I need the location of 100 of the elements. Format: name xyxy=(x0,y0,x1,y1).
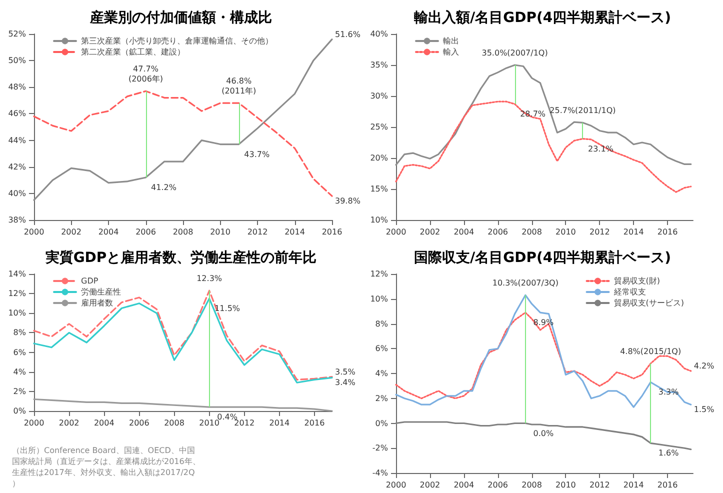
annotation: 43.7% xyxy=(244,150,270,159)
annotation: 1.5% xyxy=(694,405,715,414)
y-tick-label: 8% xyxy=(375,319,388,328)
y-tick-label: 2% xyxy=(375,394,388,403)
x-tick-label: 2008 xyxy=(522,228,542,236)
y-tick-label: -2% xyxy=(372,444,388,453)
x-tick-label: 2006 xyxy=(136,228,156,236)
y-tick-label: 12% xyxy=(8,289,26,298)
legend-label: 第二次産業（鉱工業、建設） xyxy=(81,48,185,56)
y-tick-label: 52% xyxy=(8,30,26,38)
line-series xyxy=(33,38,333,201)
x-tick-label: 2008 xyxy=(522,480,542,490)
y-tick-label: 0% xyxy=(13,406,26,416)
y-tick-label: 35% xyxy=(370,60,388,70)
x-tick-label: 2000 xyxy=(24,418,44,428)
y-tick-label: 10% xyxy=(370,216,388,224)
x-tick-label: 2006 xyxy=(488,480,508,490)
legend-label: 経常収支 xyxy=(612,288,646,296)
x-tick-label: 2016 xyxy=(322,228,342,236)
y-tick-label: 42% xyxy=(8,162,26,172)
legend-label: GDP xyxy=(81,276,98,286)
annotation: 0.0% xyxy=(533,428,554,438)
x-tick-label: 2014 xyxy=(284,228,305,236)
annotation: 1.6% xyxy=(658,448,680,458)
x-tick-label: 2012 xyxy=(589,228,610,236)
y-tick-label: 10% xyxy=(370,294,388,304)
y-tick-label: 2% xyxy=(13,386,26,396)
y-tick-label: 25% xyxy=(370,122,388,132)
legend-label: 輸入 xyxy=(443,48,459,56)
y-tick-label: 40% xyxy=(370,30,388,38)
legend-label: 貿易収支(財) xyxy=(614,276,660,286)
line-series xyxy=(395,312,692,400)
x-tick-label: 2004 xyxy=(454,480,474,490)
x-tick-label: 2002 xyxy=(420,480,440,490)
y-tick-label: 44% xyxy=(8,136,26,145)
x-tick-label: 2002 xyxy=(61,228,82,236)
x-tick-label: 2010 xyxy=(556,480,576,490)
y-tick-label: 40% xyxy=(8,188,26,198)
y-tick-label: 10% xyxy=(8,308,26,318)
annotation: 3.5% xyxy=(335,367,356,376)
annotation: 25.7%(2011/1Q) xyxy=(550,106,616,116)
x-tick-label: 2004 xyxy=(454,228,474,236)
line-series xyxy=(395,100,692,193)
y-tick-label: 30% xyxy=(370,92,388,100)
y-tick-label: 6% xyxy=(13,348,26,357)
y-tick-label: 0% xyxy=(375,418,388,428)
text: （出所）Conference Board、国連、OECD、中国国家統計局（直近データは、産業構成比が2016年、生産性は2017年、対外収支、輸出入額は2017/2Q） xyxy=(12,446,200,488)
y-tick-label: 6% xyxy=(375,344,388,354)
chart-title: 産業別の付加価値額・構成比 xyxy=(89,9,272,26)
line-series xyxy=(395,421,692,450)
annotation: 35.0%(2007/1Q) xyxy=(482,48,548,58)
y-tick-label: -4% xyxy=(372,468,388,478)
x-tick-label: 2010 xyxy=(556,228,576,236)
y-tick-label: 4% xyxy=(375,369,388,378)
x-tick-label: 2006 xyxy=(488,228,508,236)
x-tick-label: 2016 xyxy=(657,228,678,236)
y-tick-label: 38% xyxy=(8,216,26,224)
x-tick-label: 2004 xyxy=(98,228,119,236)
x-tick-label: 2008 xyxy=(164,418,184,428)
legend-label: 第三次産業（小売り卸売り、倉庫運輸通信、その他） xyxy=(81,36,273,46)
line-series xyxy=(395,294,692,408)
y-tick-label: 46% xyxy=(8,109,26,118)
y-tick-label: 48% xyxy=(8,82,26,92)
y-tick-label: 20% xyxy=(370,154,388,162)
x-tick-label: 2014 xyxy=(623,480,644,490)
x-tick-label: 2000 xyxy=(24,228,44,236)
legend-label: 雇用者数 xyxy=(81,298,113,308)
annotation: 12.3% xyxy=(196,274,222,284)
legend-label: 労働生産性 xyxy=(81,288,121,296)
x-tick-label: 2006 xyxy=(128,418,150,428)
x-tick-label: 2002 xyxy=(420,228,440,236)
x-tick-label: 2008 xyxy=(172,228,194,236)
annotation: 39.8% xyxy=(335,196,361,206)
annotation: 46.8% (2011年) xyxy=(222,76,256,96)
y-tick-label: 4% xyxy=(13,367,26,376)
x-tick-label: 2014 xyxy=(269,418,290,428)
x-tick-label: 2000 xyxy=(386,228,406,236)
chart-title: 実質GDPと雇用者数、労働生産性の前年比 xyxy=(45,249,317,266)
annotation: 41.2% xyxy=(151,182,177,192)
x-tick-label: 2004 xyxy=(94,418,114,428)
y-tick-label: 50% xyxy=(8,56,26,66)
annotation: 10.3%(2007/3Q) xyxy=(492,278,558,288)
x-tick-label: 2016 xyxy=(304,418,325,428)
x-tick-label: 2000 xyxy=(386,480,406,490)
x-tick-label: 2014 xyxy=(623,228,644,236)
annotation: 47.7% (2006年) xyxy=(128,64,164,84)
x-tick-label: 2012 xyxy=(247,228,268,236)
y-tick-label: 14% xyxy=(8,270,26,278)
x-tick-label: 2016 xyxy=(657,480,678,490)
x-tick-label: 2002 xyxy=(58,418,80,428)
legend-label: 貿易収支(サービス) xyxy=(614,298,684,308)
annotation: 4.2% xyxy=(694,362,715,371)
x-tick-label: 2012 xyxy=(589,480,610,490)
x-tick-label: 2010 xyxy=(199,418,220,428)
y-tick-label: 8% xyxy=(13,328,26,338)
chart-title: 輸出入額/名目GDP(4四半期累計ベース) xyxy=(412,9,672,26)
chart-title: 国際収支/名目GDP(4四半期累計ベース) xyxy=(414,250,672,266)
legend-label: 輸出 xyxy=(443,36,459,46)
annotation: 4.8%(2015/1Q) xyxy=(620,347,682,356)
x-tick-label: 2010 xyxy=(210,228,230,236)
